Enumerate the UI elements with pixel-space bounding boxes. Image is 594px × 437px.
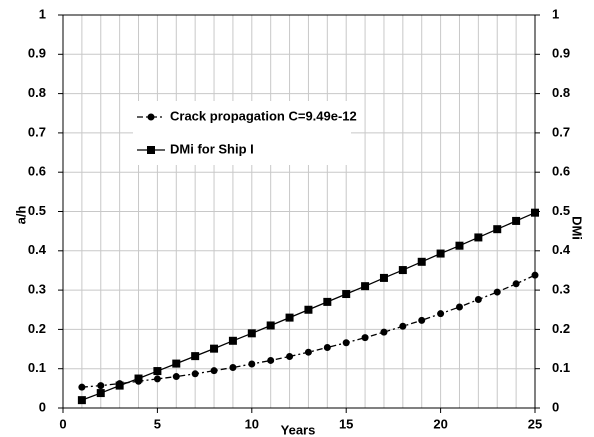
y2-tick-label: 0.5 <box>552 203 570 218</box>
marker <box>191 370 199 378</box>
marker <box>286 353 294 361</box>
marker <box>380 328 388 336</box>
marker <box>153 367 162 376</box>
x-tick-label: 10 <box>245 416 259 431</box>
y-axis-label: a/h <box>13 206 28 225</box>
marker <box>342 339 350 347</box>
y-tick-label: 0.9 <box>28 46 46 61</box>
x-axis-label: Years <box>281 422 316 437</box>
marker <box>361 334 369 342</box>
x-tick-label: 20 <box>433 416 447 431</box>
marker <box>248 360 256 368</box>
marker <box>115 381 124 390</box>
marker <box>266 321 275 330</box>
legend-label: DMi for Ship I <box>170 141 254 156</box>
y2-tick-label: 0.4 <box>552 242 571 257</box>
marker <box>455 241 464 250</box>
marker <box>342 290 351 299</box>
y-tick-label: 0.2 <box>28 321 46 336</box>
x-tick-label: 25 <box>528 416 542 431</box>
y2-axis-label: DMi <box>570 216 585 240</box>
x-tick-label: 0 <box>59 416 66 431</box>
marker <box>418 316 426 324</box>
marker <box>304 305 313 314</box>
marker <box>455 303 463 311</box>
marker <box>285 313 294 322</box>
marker <box>77 396 86 405</box>
y-tick-label: 0.5 <box>28 203 46 218</box>
y-tick-label: 1 <box>39 6 46 21</box>
marker <box>531 208 539 217</box>
y2-tick-label: 1 <box>552 6 559 21</box>
y-tick-label: 0.8 <box>28 85 46 100</box>
marker <box>361 282 370 291</box>
y-tick-label: 0.1 <box>28 360 46 375</box>
x-tick-label: 5 <box>154 416 161 431</box>
marker <box>229 364 237 372</box>
marker <box>247 329 256 338</box>
marker <box>147 113 155 121</box>
y2-tick-label: 0.3 <box>552 282 570 297</box>
y2-tick-label: 0.8 <box>552 85 570 100</box>
marker <box>323 343 331 351</box>
marker <box>493 225 502 234</box>
legend-label: Crack propagation C=9.49e-12 <box>170 108 357 123</box>
marker <box>210 367 218 375</box>
marker <box>153 375 161 383</box>
marker <box>379 273 388 282</box>
marker <box>512 280 520 288</box>
marker <box>323 297 332 306</box>
y2-tick-label: 0.9 <box>552 46 570 61</box>
marker <box>474 296 482 304</box>
marker <box>399 322 407 330</box>
marker <box>172 373 180 381</box>
y2-tick-label: 0.6 <box>552 164 570 179</box>
marker <box>97 382 105 390</box>
marker <box>304 348 312 356</box>
y-tick-label: 0.7 <box>28 124 46 139</box>
marker <box>78 383 86 391</box>
y2-tick-label: 0.2 <box>552 321 570 336</box>
marker <box>228 336 237 345</box>
y2-tick-label: 0.7 <box>552 124 570 139</box>
y-tick-label: 0 <box>39 399 46 414</box>
marker <box>512 216 521 225</box>
y-tick-label: 0.6 <box>28 164 46 179</box>
y-tick-label: 0.3 <box>28 282 46 297</box>
marker <box>417 257 426 266</box>
marker <box>398 266 407 275</box>
marker <box>172 359 181 368</box>
marker <box>134 374 143 383</box>
y2-tick-label: 0.1 <box>552 360 570 375</box>
y-tick-label: 0.4 <box>28 242 47 257</box>
marker <box>267 356 275 364</box>
marker <box>493 288 501 296</box>
legend-box <box>133 101 351 165</box>
marker <box>531 271 539 279</box>
y2-tick-label: 0 <box>552 399 559 414</box>
marker <box>147 146 155 154</box>
marker <box>437 310 445 318</box>
marker <box>436 249 445 258</box>
marker <box>474 233 483 242</box>
x-tick-label: 15 <box>339 416 353 431</box>
marker <box>191 352 200 361</box>
marker <box>210 344 219 353</box>
marker <box>96 389 105 398</box>
